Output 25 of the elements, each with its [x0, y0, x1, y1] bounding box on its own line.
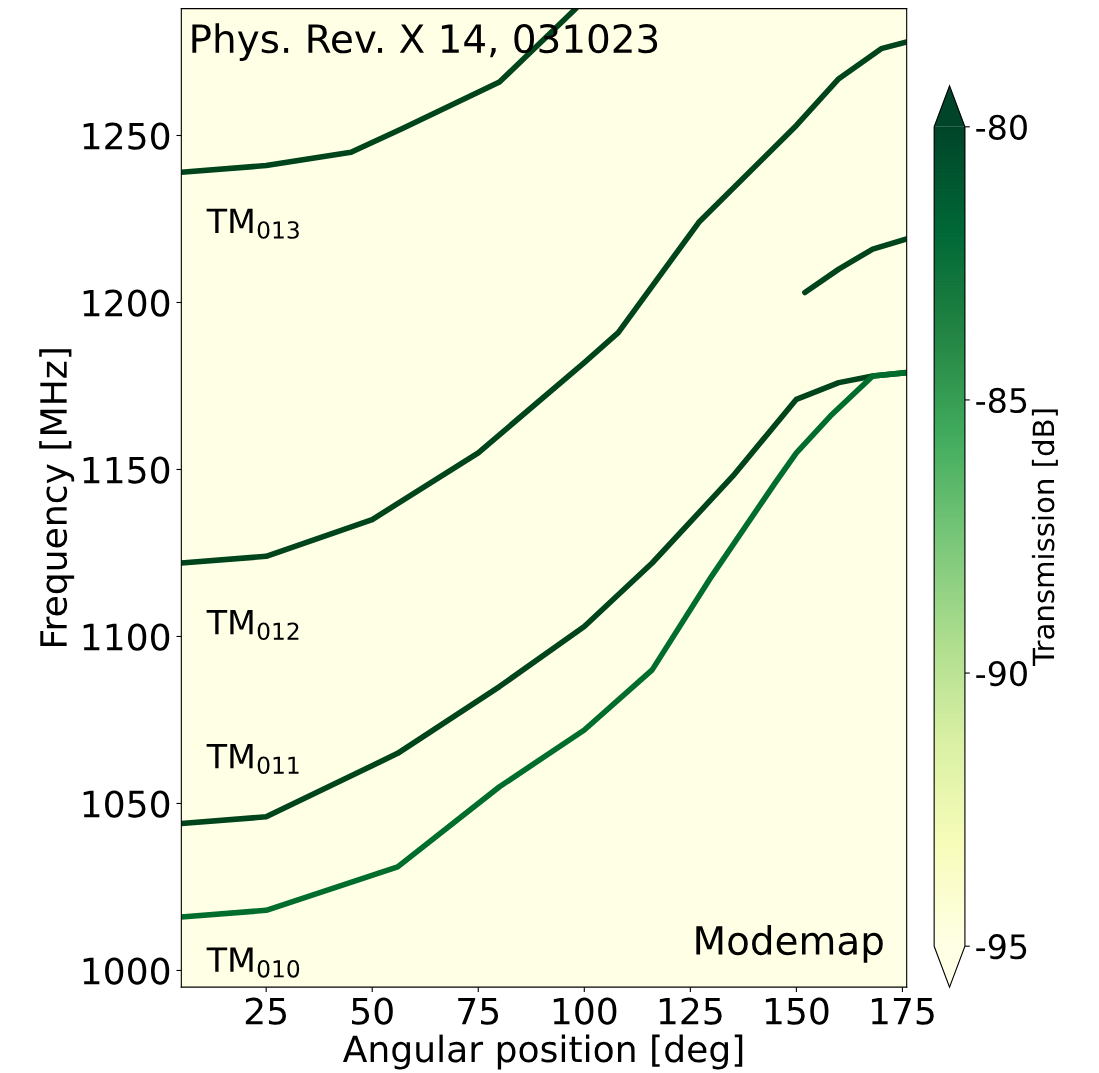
color-bar-label: -85: [976, 387, 1027, 414]
x-tick-label: 25: [245, 997, 286, 1025]
x-tick-label: 50: [352, 997, 393, 1025]
y-tick-label: 1250: [83, 122, 170, 150]
y-tick-label: 1100: [83, 623, 170, 651]
color-bar-label: -95: [976, 934, 1027, 960]
annotation: TM$_{011}$: [206, 744, 299, 775]
x-tick-label: 75: [458, 997, 499, 1025]
x-axis-title: Angular position [deg]: [342, 1034, 743, 1070]
annotation: TM$_{013}$: [206, 208, 299, 239]
y-tick-label: 1050: [83, 790, 170, 818]
color-bar-title: Transmission [dB]: [1031, 409, 1058, 667]
y-tick-label: 1000: [83, 957, 170, 985]
x-tick-label: 125: [659, 997, 722, 1025]
y-tick-label: 1200: [83, 289, 170, 317]
x-tick-label: 175: [871, 997, 934, 1025]
annotation: TM$_{010}$: [206, 947, 300, 978]
annotation: Modemap: [696, 925, 883, 963]
annotation: TM$_{012}$: [206, 609, 299, 641]
color-bar-label: -80: [976, 114, 1027, 140]
y-tick-label: 1150: [83, 456, 170, 484]
color-bar-label: -90: [976, 660, 1027, 687]
y-axis-title: Frequency [MHz]: [39, 349, 75, 647]
x-tick-label: 100: [553, 997, 617, 1025]
x-tick-label: 150: [765, 997, 829, 1025]
